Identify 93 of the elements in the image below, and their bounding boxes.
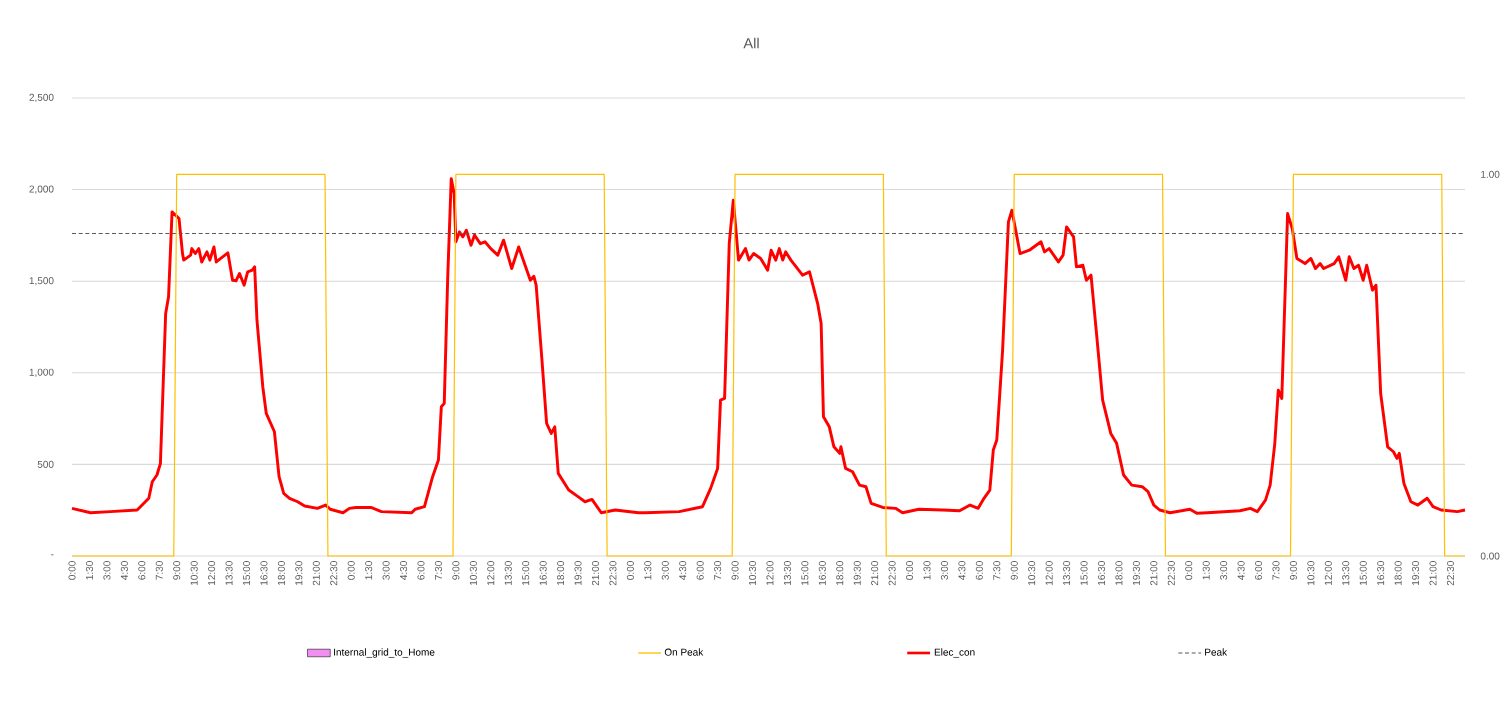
- x-tick-label: 21:00: [1429, 561, 1437, 586]
- x-tick-label: 21:00: [591, 561, 600, 586]
- x-tick-label: 15:00: [242, 561, 251, 585]
- y-tick-label: 2,500: [29, 93, 54, 103]
- x-tick-label: 22:30: [1167, 561, 1175, 586]
- x-tick-label: 4:30: [1237, 561, 1245, 580]
- x-tick-label: 16:30: [1377, 561, 1385, 585]
- x-tick-label: 15:00: [522, 561, 530, 585]
- x-tick-label: 16:30: [539, 561, 547, 585]
- x-tick-label: 19:30: [574, 561, 582, 585]
- x-tick-label: 9:00: [1289, 561, 1297, 580]
- x-tick-label: 3:00: [103, 561, 111, 580]
- x-tick-label: 0:00: [68, 561, 76, 580]
- x-tick-label: 18:00: [836, 561, 844, 585]
- x-tick-label: 9:00: [452, 561, 460, 580]
- chart-title: All: [743, 37, 759, 49]
- x-tick-label: 1:30: [923, 561, 931, 580]
- x-tick-label: 21:00: [871, 561, 879, 586]
- x-tick-label: 18:00: [557, 561, 565, 585]
- y2-tick-label: 1.00: [1481, 170, 1500, 178]
- x-tick-label: 16:30: [260, 561, 268, 585]
- x-tick-label: 12:00: [208, 561, 216, 585]
- x-tick-label: 18:00: [1394, 561, 1402, 585]
- x-tick-label: 7:30: [1272, 561, 1280, 580]
- x-tick-label: 3:00: [940, 561, 948, 580]
- legend-label: Internal_grid_to_Home: [334, 648, 435, 658]
- y-tick-label: -: [51, 554, 54, 556]
- x-tick-label: 7:30: [434, 561, 442, 580]
- x-tick-label: 13:30: [225, 561, 233, 585]
- x-tick-label: 19:30: [853, 561, 861, 585]
- x-tick-label: 4:30: [399, 561, 408, 580]
- x-tick-label: 9:00: [173, 561, 181, 580]
- x-tick-label: 6:00: [138, 561, 146, 580]
- legend-label: Elec_con: [934, 648, 975, 658]
- x-tick-label: 6:00: [417, 561, 425, 580]
- x-tick-label: 4:30: [120, 561, 128, 580]
- x-tick-label: 6:00: [696, 561, 704, 580]
- x-tick-label: 3:00: [382, 561, 390, 580]
- x-tick-label: 22:30: [330, 561, 338, 586]
- x-tick-label: 22:30: [609, 561, 617, 586]
- x-tick-label: 16:30: [1097, 561, 1106, 585]
- x-tick-label: 10:30: [190, 561, 198, 585]
- y2-tick-label: 0.00: [1480, 552, 1500, 560]
- x-tick-label: 7:30: [993, 561, 1001, 580]
- legend-label: Peak: [1205, 648, 1228, 656]
- x-tick-label: 6:00: [975, 561, 983, 580]
- x-tick-label: 22:30: [1446, 561, 1454, 586]
- x-tick-label: 1:30: [1202, 561, 1210, 580]
- x-tick-label: 13:30: [1063, 561, 1071, 585]
- x-tick-label: 6:00: [1254, 561, 1263, 580]
- x-tick-label: 0:00: [626, 561, 634, 580]
- x-tick-label: 9:00: [731, 561, 739, 580]
- x-tick-label: 7:30: [714, 561, 722, 580]
- x-tick-label: 21:00: [312, 561, 320, 586]
- x-tick-label: 12:00: [1045, 561, 1053, 585]
- x-tick-label: 9:00: [1010, 561, 1018, 580]
- x-tick-label: 7:30: [155, 561, 163, 580]
- x-tick-label: 3:00: [661, 561, 669, 580]
- x-tick-label: 10:30: [748, 561, 757, 585]
- x-tick-label: 10:30: [469, 561, 477, 585]
- x-tick-label: 15:00: [801, 561, 809, 585]
- x-tick-label: 4:30: [679, 561, 687, 580]
- x-tick-label: 12:00: [1324, 561, 1332, 585]
- x-tick-label: 10:30: [1028, 561, 1036, 585]
- x-tick-label: 12:00: [766, 561, 774, 585]
- x-tick-label: 0:00: [347, 561, 355, 580]
- x-tick-label: 12:00: [487, 561, 495, 585]
- x-tick-label: 19:30: [295, 561, 303, 585]
- x-tick-label: 13:30: [504, 561, 512, 585]
- x-tick-label: 18:00: [1115, 561, 1123, 585]
- x-tick-label: 15:00: [1080, 561, 1088, 585]
- x-tick-label: 1:30: [644, 561, 652, 580]
- x-tick-label: 0:00: [1185, 561, 1193, 580]
- x-tick-label: 16:30: [818, 561, 826, 585]
- legend-label: On Peak: [664, 648, 704, 656]
- x-tick-label: 18:00: [277, 561, 285, 585]
- y-tick-label: 1,500: [29, 277, 54, 286]
- x-tick-label: 1:30: [365, 561, 373, 580]
- x-tick-label: 22:30: [888, 561, 896, 586]
- x-tick-label: 21:00: [1150, 561, 1158, 586]
- y-tick-label: 1,000: [29, 368, 54, 377]
- x-tick-label: 15:00: [1359, 561, 1367, 585]
- x-tick-label: 1:30: [85, 561, 94, 580]
- x-tick-label: 19:30: [1132, 561, 1140, 585]
- x-tick-label: 13:30: [783, 561, 791, 585]
- x-tick-label: 0:00: [906, 561, 914, 580]
- x-tick-label: 3:00: [1220, 561, 1228, 580]
- x-tick-label: 10:30: [1307, 561, 1315, 585]
- x-tick-label: 13:30: [1342, 561, 1350, 585]
- y-tick-label: 2,000: [29, 185, 54, 194]
- x-tick-label: 4:30: [958, 561, 966, 580]
- y-tick-label: 500: [37, 460, 54, 468]
- x-tick-label: 19:30: [1412, 561, 1420, 585]
